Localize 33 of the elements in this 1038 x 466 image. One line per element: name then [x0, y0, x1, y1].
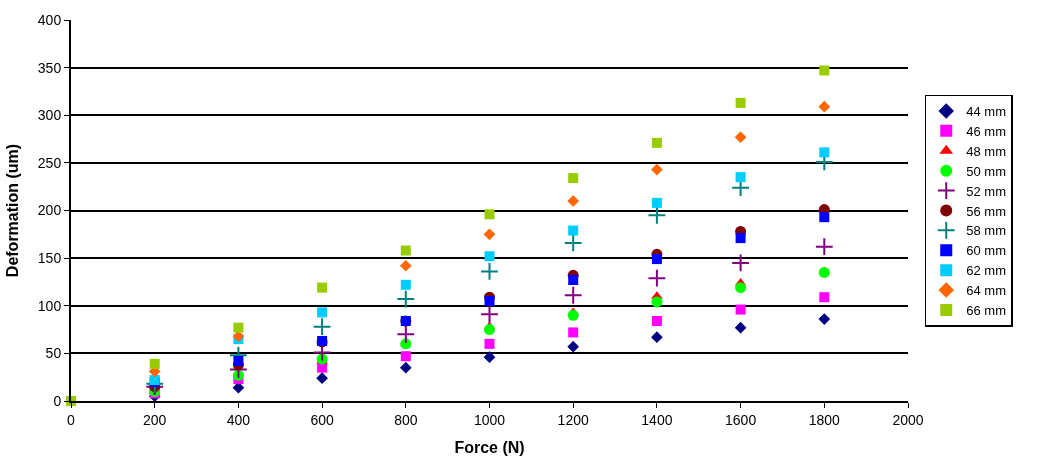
legend-label: 52 mm [966, 183, 1006, 199]
legend-label: 64 mm [966, 283, 1006, 299]
x-tick-label: 1000 [473, 411, 506, 428]
x-tick-label: 400 [226, 411, 251, 428]
x-tick-label: 200 [143, 411, 167, 428]
x-tick-label: 2000 [892, 411, 924, 428]
y-tick-label: 100 [37, 297, 62, 314]
legend-label: 62 mm [966, 263, 1006, 279]
x-tick-label: 1800 [808, 411, 841, 428]
legend-label: 44 mm [966, 104, 1006, 120]
y-tick-label: 50 [45, 345, 62, 362]
legend-label: 46 mm [966, 123, 1006, 139]
x-tick-label: 1400 [641, 411, 673, 428]
legend-label: 56 mm [966, 203, 1006, 219]
x-tick-label: 0 [67, 411, 76, 428]
y-tick-label: 150 [37, 250, 62, 267]
x-tick-label: 800 [394, 411, 418, 428]
legend-label: 66 mm [966, 303, 1006, 319]
x-tick-label: 1600 [725, 411, 757, 428]
y-tick-label: 400 [37, 11, 62, 28]
x-tick-label: 1200 [557, 411, 589, 428]
x-tick-label: 600 [310, 411, 334, 428]
legend-label: 48 mm [966, 143, 1006, 159]
x-axis-title: Force (N) [454, 439, 525, 456]
legend-label: 50 mm [966, 163, 1006, 179]
legend-label: 58 mm [966, 223, 1006, 239]
y-tick-label: 350 [37, 59, 62, 76]
y-tick-label: 250 [37, 154, 62, 171]
y-tick-label: 0 [53, 392, 62, 409]
legend-label: 60 mm [966, 243, 1006, 259]
y-tick-label: 300 [37, 107, 62, 124]
y-axis-title: Deformation (um) [4, 143, 22, 278]
y-tick-label: 200 [37, 202, 62, 219]
